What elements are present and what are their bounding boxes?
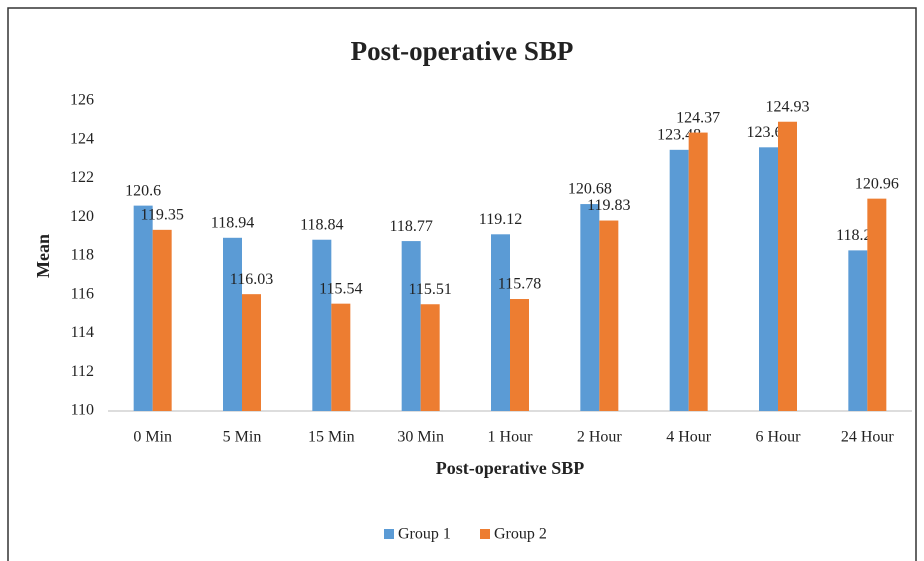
bar <box>331 303 351 411</box>
bar <box>223 237 242 411</box>
legend-swatch <box>480 529 490 539</box>
y-tick-label: 124 <box>70 130 94 147</box>
bar <box>152 229 172 411</box>
data-label: 115.51 <box>408 281 451 298</box>
bar <box>867 198 887 411</box>
bar <box>848 250 868 411</box>
y-tick-label: 126 <box>70 92 94 109</box>
bar <box>510 299 529 411</box>
x-tick-label: 0 Min <box>133 429 172 446</box>
data-label: 120.6 <box>125 182 161 199</box>
data-label: 118.84 <box>300 216 343 233</box>
y-axis-title: Mean <box>33 234 53 278</box>
x-tick-label: 5 Min <box>223 429 262 446</box>
x-tick-label: 1 Hour <box>488 429 534 446</box>
y-tick-label: 110 <box>71 402 94 419</box>
data-label: 115.54 <box>319 280 362 297</box>
data-label: 118.94 <box>211 214 254 231</box>
x-axis-title: Post-operative SBP <box>436 458 584 478</box>
x-tick-label: 24 Hour <box>841 429 895 446</box>
data-label: 124.93 <box>766 98 810 115</box>
bar <box>669 149 689 411</box>
bar <box>491 234 510 411</box>
bar <box>599 220 619 411</box>
y-tick-label: 116 <box>71 285 94 302</box>
y-tick-label: 118 <box>71 247 94 264</box>
legend-label: Group 1 <box>398 526 451 543</box>
data-label: 115.78 <box>498 276 541 293</box>
bar <box>312 239 332 411</box>
x-tick-label: 30 Min <box>397 429 444 446</box>
bar <box>420 304 440 411</box>
bar <box>133 205 153 411</box>
legend-swatch <box>384 529 394 539</box>
y-tick-label: 120 <box>70 208 94 225</box>
chart-title: Post-operative SBP <box>351 36 574 66</box>
data-label: 119.83 <box>587 197 630 214</box>
x-tick-label: 4 Hour <box>666 429 712 446</box>
data-label: 116.03 <box>230 271 273 288</box>
x-tick-label: 2 Hour <box>577 429 623 446</box>
y-tick-label: 122 <box>70 169 94 186</box>
data-label: 119.12 <box>479 211 522 228</box>
data-label: 118.77 <box>389 218 432 235</box>
bar <box>401 241 421 411</box>
data-label: 124.37 <box>676 109 720 126</box>
data-label: 120.96 <box>855 175 899 192</box>
y-tick-label: 114 <box>71 324 94 341</box>
bar <box>688 132 708 412</box>
data-label: 119.35 <box>140 207 183 224</box>
bar <box>242 294 261 411</box>
x-tick-label: 15 Min <box>308 429 355 446</box>
legend-label: Group 2 <box>494 526 547 543</box>
bar <box>778 121 797 411</box>
data-label: 120.68 <box>568 181 612 198</box>
x-tick-label: 6 Hour <box>756 429 802 446</box>
bar <box>580 204 600 411</box>
bar <box>759 147 778 411</box>
y-tick-label: 112 <box>71 363 94 380</box>
